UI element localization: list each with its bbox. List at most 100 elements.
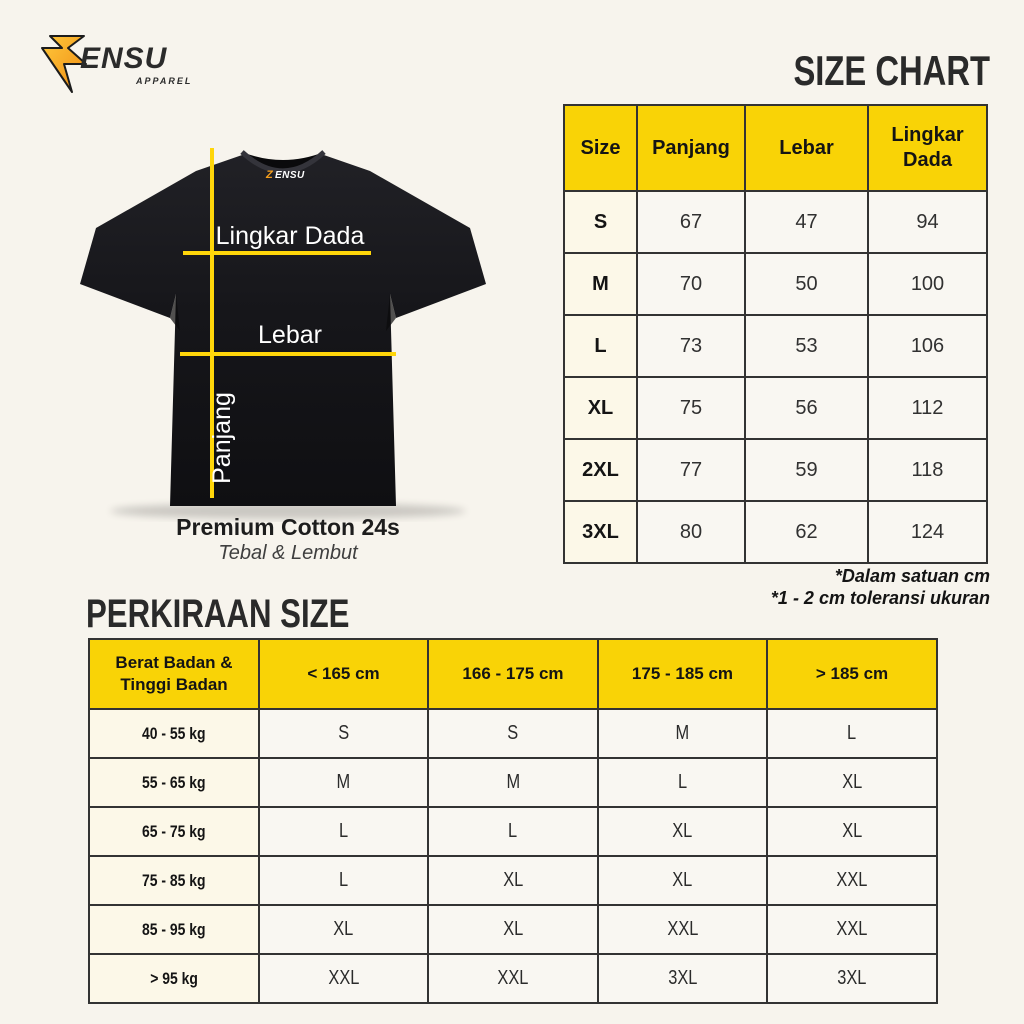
size-value: XXL	[666, 918, 699, 940]
table-row: S 67 47 94	[563, 190, 988, 254]
size-value: XXL	[327, 967, 360, 989]
shirt-shadow	[110, 503, 466, 519]
header-cell-size: Size	[563, 104, 638, 192]
estimation-title: PERKIRAAN SIZE	[86, 592, 350, 636]
value-cell: 77	[636, 438, 746, 502]
size-value-cell: L	[258, 855, 429, 906]
collar-rib	[240, 150, 326, 174]
table-row: 65 - 75 kg L L XL XL	[88, 806, 938, 857]
size-value-cell: 3XL	[766, 953, 938, 1004]
value-cell: 94	[867, 190, 988, 254]
size-value-cell: XXL	[427, 953, 599, 1004]
value-cell: 59	[744, 438, 869, 502]
table-row: 85 - 95 kg XL XL XXL XXL	[88, 904, 938, 955]
table-row: M 70 50 100	[563, 252, 988, 316]
size-value: XL	[333, 918, 354, 940]
size-chart-title: SIZE CHART	[793, 47, 990, 94]
size-value-cell: S	[258, 708, 429, 759]
table-header-row: Berat Badan & Tinggi Badan < 165 cm 166 …	[88, 638, 938, 710]
value-cell: 70	[636, 252, 746, 316]
table-row: L 73 53 106	[563, 314, 988, 378]
table-row: > 95 kg XXL XXL 3XL 3XL	[88, 953, 938, 1004]
value-cell: 124	[867, 500, 988, 564]
size-value-cell: XXL	[766, 904, 938, 955]
size-value: M	[336, 771, 351, 793]
size-cell: M	[563, 252, 638, 316]
footnote-tolerance: *1 - 2 cm toleransi ukuran	[770, 587, 990, 608]
table-row: 75 - 85 kg L XL XL XXL	[88, 855, 938, 906]
value-cell: 62	[744, 500, 869, 564]
header-cell-height-3: 175 - 185 cm	[597, 638, 768, 710]
label-lebar: Lebar	[258, 321, 322, 349]
weight-cell: 55 - 65 kg	[88, 757, 260, 808]
size-value-cell: XL	[766, 806, 938, 857]
header-cell-weight-height: Berat Badan & Tinggi Badan	[88, 638, 260, 710]
size-value: XL	[502, 869, 524, 891]
table-row: 3XL 80 62 124	[563, 500, 988, 564]
value-cell: 56	[744, 376, 869, 440]
weight-label: 75 - 85 kg	[142, 870, 206, 890]
size-cell: S	[563, 190, 638, 254]
size-estimation-table: Berat Badan & Tinggi Badan < 165 cm 166 …	[88, 638, 938, 1004]
weight-label: > 95 kg	[150, 968, 198, 988]
table-row: 2XL 77 59 118	[563, 438, 988, 502]
value-cell: 67	[636, 190, 746, 254]
neck-logo-text: ENSU	[275, 170, 305, 181]
size-value-cell: XL	[258, 904, 429, 955]
size-value-cell: XL	[766, 757, 938, 808]
size-value: M	[506, 771, 520, 793]
table-row: 55 - 65 kg M M L XL	[88, 757, 938, 808]
size-value-cell: L	[427, 806, 599, 857]
size-value-cell: 3XL	[597, 953, 768, 1004]
weight-cell: 75 - 85 kg	[88, 855, 260, 906]
weight-cell: > 95 kg	[88, 953, 260, 1004]
size-value: XL	[502, 918, 524, 940]
header-cell-panjang: Panjang	[636, 104, 746, 192]
value-cell: 80	[636, 500, 746, 564]
header-cell-lingkar-dada: Lingkar Dada	[867, 104, 988, 192]
weight-label: 85 - 95 kg	[142, 919, 206, 939]
size-value-cell: L	[766, 708, 938, 759]
size-value-cell: S	[427, 708, 599, 759]
brand-name: ENSU	[80, 42, 168, 75]
neck-logo-z: Z	[265, 169, 274, 181]
size-value: L	[508, 820, 518, 842]
header-cell-height-2: 166 - 175 cm	[427, 638, 599, 710]
sleeve-shading-right	[386, 294, 396, 331]
sleeve-shading-left	[170, 294, 180, 331]
size-value: XXL	[497, 967, 529, 989]
size-value: L	[338, 869, 349, 891]
tshirt-body	[80, 154, 486, 506]
value-cell: 53	[744, 314, 869, 378]
header-cell-lebar: Lebar	[744, 104, 869, 192]
weight-label: 55 - 65 kg	[142, 772, 206, 792]
size-value: XXL	[836, 918, 868, 940]
size-value-cell: XL	[427, 904, 599, 955]
size-value: 3XL	[667, 967, 698, 989]
value-cell: 106	[867, 314, 988, 378]
size-value: L	[677, 771, 688, 793]
footnote-units: *Dalam satuan cm	[834, 566, 990, 586]
table-row: 40 - 55 kg S S M L	[88, 708, 938, 759]
size-chart-table: Size Panjang Lebar Lingkar Dada S 67 47 …	[563, 104, 988, 564]
size-value: XL	[841, 820, 863, 842]
brand-subtitle: APPAREL	[135, 76, 192, 86]
table-row: XL 75 56 112	[563, 376, 988, 440]
size-cell: 2XL	[563, 438, 638, 502]
tshirt-graphic: Z ENSU Lingkar Dada Lebar Panjang	[58, 126, 518, 522]
weight-label: 65 - 75 kg	[142, 821, 206, 841]
size-cell: L	[563, 314, 638, 378]
size-cell: XL	[563, 376, 638, 440]
shirt-caption: Premium Cotton 24s Tebal & Lembut	[108, 514, 468, 566]
size-value: S	[338, 722, 349, 744]
header-cell-height-1: < 165 cm	[258, 638, 429, 710]
value-cell: 112	[867, 376, 988, 440]
size-value-cell: XXL	[258, 953, 429, 1004]
size-value-cell: M	[427, 757, 599, 808]
weight-cell: 65 - 75 kg	[88, 806, 260, 857]
header-cell-height-4: > 185 cm	[766, 638, 938, 710]
size-cell: 3XL	[563, 500, 638, 564]
value-cell: 118	[867, 438, 988, 502]
size-value: L	[338, 820, 349, 842]
